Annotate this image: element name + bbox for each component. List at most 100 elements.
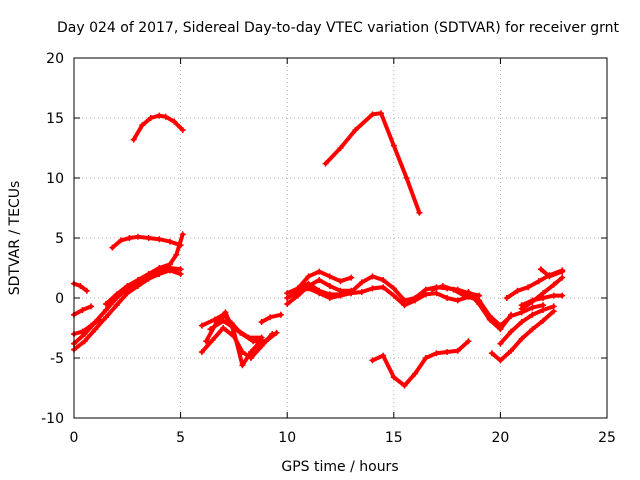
data-point xyxy=(422,291,429,298)
data-point xyxy=(518,319,525,325)
data-point xyxy=(326,273,333,280)
data-point xyxy=(316,277,323,283)
data-point xyxy=(337,292,344,299)
data-point xyxy=(529,326,536,333)
data-point xyxy=(535,278,542,285)
data-point xyxy=(145,235,152,241)
data-point xyxy=(529,311,536,318)
data-point xyxy=(497,326,504,333)
x-tick-label: 20 xyxy=(491,430,509,446)
data-point xyxy=(139,122,146,129)
data-point xyxy=(503,295,510,301)
data-point xyxy=(465,338,472,345)
data-point xyxy=(540,317,547,324)
data-point xyxy=(162,113,169,120)
data-point xyxy=(486,316,493,323)
data-point xyxy=(156,265,163,271)
chart-title: Day 024 of 2017, Sidereal Day-to-day VTE… xyxy=(57,20,619,36)
data-point xyxy=(352,127,359,133)
series-arc-13 xyxy=(258,311,284,325)
x-tick-label: 5 xyxy=(176,430,185,446)
data-point xyxy=(529,297,536,304)
data-point xyxy=(284,301,291,307)
data-point xyxy=(358,279,365,286)
data-point xyxy=(444,295,451,301)
data-point xyxy=(550,303,557,310)
y-axis-label: SDTVAR / TECUs xyxy=(7,181,23,296)
data-point xyxy=(326,295,333,301)
data-point xyxy=(508,311,515,318)
data-point xyxy=(529,304,536,311)
axis-ticks: 0 5 10 15 20 25 -10 -5 0 5 10 15 20 xyxy=(41,51,616,446)
y-tick-label: -10 xyxy=(41,411,64,427)
x-axis-label: GPS time / hours xyxy=(281,459,398,475)
data-point xyxy=(207,326,214,333)
data-point xyxy=(450,286,457,293)
data-point xyxy=(102,301,109,307)
series-arc-2 xyxy=(109,233,184,251)
data-point xyxy=(166,238,173,245)
data-point xyxy=(401,302,408,309)
data-point xyxy=(305,285,312,292)
data-point xyxy=(179,231,186,238)
data-point xyxy=(258,343,265,349)
y-tick-label: 15 xyxy=(46,111,64,127)
data-point xyxy=(198,322,205,329)
data-point xyxy=(147,115,154,121)
x-tick-label: 25 xyxy=(598,430,616,446)
series-line xyxy=(259,312,283,324)
data-point xyxy=(294,289,301,295)
data-point xyxy=(380,284,387,291)
data-point xyxy=(337,145,344,151)
data-point xyxy=(412,370,419,377)
data-point xyxy=(209,337,216,343)
data-point xyxy=(220,325,227,331)
data-point xyxy=(166,267,173,274)
data-point xyxy=(337,278,344,285)
data-point xyxy=(316,268,323,275)
data-point xyxy=(412,297,419,304)
data-point xyxy=(124,283,131,289)
series-arc-1 xyxy=(130,112,186,143)
data-point xyxy=(403,175,410,181)
data-point xyxy=(262,338,269,345)
series-line xyxy=(131,113,185,142)
data-point xyxy=(211,316,218,323)
data-point xyxy=(88,303,95,310)
data-point xyxy=(358,289,365,295)
data-point xyxy=(550,281,557,288)
data-point xyxy=(117,237,124,244)
data-point xyxy=(92,326,99,333)
data-point xyxy=(454,297,461,304)
data-point xyxy=(130,136,137,143)
data-point xyxy=(273,329,280,336)
data-point xyxy=(198,349,205,355)
data-point xyxy=(508,347,515,354)
data-point xyxy=(476,301,483,307)
data-point xyxy=(277,311,284,318)
data-point xyxy=(239,362,246,369)
data-point xyxy=(220,317,227,324)
data-point xyxy=(305,273,312,280)
data-point xyxy=(369,111,376,118)
data-point xyxy=(247,349,254,355)
data-point xyxy=(465,289,472,295)
data-point xyxy=(102,307,109,313)
data-point xyxy=(79,307,86,313)
series-arc-16 xyxy=(294,268,355,292)
series-arc-5 xyxy=(102,231,186,307)
data-point xyxy=(179,127,186,133)
series-arc-18 xyxy=(322,110,423,216)
data-point xyxy=(81,338,88,345)
data-point xyxy=(245,334,252,341)
y-tick-label: 20 xyxy=(46,51,64,67)
data-point xyxy=(156,112,163,119)
x-tick-label: 10 xyxy=(278,430,296,446)
data-point xyxy=(416,209,423,216)
data-point xyxy=(497,357,504,364)
x-tick-label: 0 xyxy=(70,430,79,446)
data-point xyxy=(518,335,525,342)
data-point xyxy=(390,285,397,292)
data-point xyxy=(390,374,397,381)
series-line xyxy=(370,339,471,388)
